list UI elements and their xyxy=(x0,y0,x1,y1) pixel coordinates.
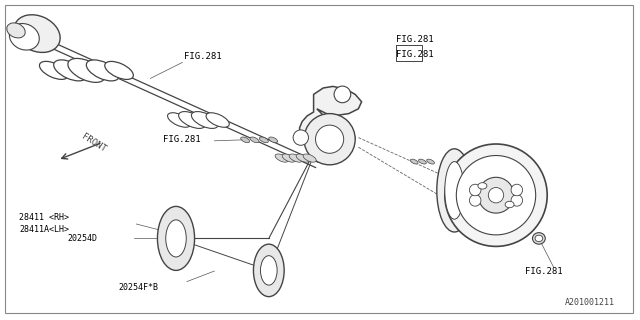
Circle shape xyxy=(469,184,481,196)
Ellipse shape xyxy=(275,154,288,162)
Text: FIG.281: FIG.281 xyxy=(525,267,563,276)
Circle shape xyxy=(469,195,481,206)
Circle shape xyxy=(456,156,536,235)
Circle shape xyxy=(511,184,523,196)
Polygon shape xyxy=(300,86,362,150)
Circle shape xyxy=(334,86,351,103)
Text: FIG.281: FIG.281 xyxy=(163,135,201,144)
Circle shape xyxy=(304,114,355,165)
Ellipse shape xyxy=(532,233,545,244)
Ellipse shape xyxy=(260,256,277,285)
Circle shape xyxy=(445,144,547,246)
Ellipse shape xyxy=(478,183,487,189)
Text: FIG.281: FIG.281 xyxy=(184,52,221,61)
Ellipse shape xyxy=(289,154,302,162)
Circle shape xyxy=(316,125,344,153)
Ellipse shape xyxy=(68,59,105,82)
Ellipse shape xyxy=(259,137,268,143)
Ellipse shape xyxy=(505,201,514,208)
Ellipse shape xyxy=(157,206,195,270)
Ellipse shape xyxy=(86,60,119,81)
Ellipse shape xyxy=(296,154,309,162)
Circle shape xyxy=(511,195,523,206)
Text: 20254F*B: 20254F*B xyxy=(118,283,159,292)
Ellipse shape xyxy=(282,154,295,162)
Ellipse shape xyxy=(168,113,191,127)
Text: A201001211: A201001211 xyxy=(564,298,614,307)
Ellipse shape xyxy=(253,244,284,297)
Text: FRONT: FRONT xyxy=(80,132,108,154)
Ellipse shape xyxy=(14,15,60,52)
Circle shape xyxy=(293,130,308,145)
Ellipse shape xyxy=(40,61,68,79)
Ellipse shape xyxy=(410,159,418,164)
Ellipse shape xyxy=(241,137,250,143)
Text: 28411 <RH>: 28411 <RH> xyxy=(19,213,69,222)
Ellipse shape xyxy=(437,149,472,232)
Ellipse shape xyxy=(269,137,278,143)
Ellipse shape xyxy=(427,159,435,164)
Ellipse shape xyxy=(191,112,218,128)
Ellipse shape xyxy=(303,154,316,162)
Ellipse shape xyxy=(166,220,186,257)
Circle shape xyxy=(478,177,514,213)
Ellipse shape xyxy=(206,113,229,127)
Ellipse shape xyxy=(179,112,205,128)
Circle shape xyxy=(488,188,504,203)
Text: FIG.281: FIG.281 xyxy=(396,35,433,44)
Ellipse shape xyxy=(535,235,543,242)
Text: 28411A<LH>: 28411A<LH> xyxy=(19,225,69,234)
Ellipse shape xyxy=(54,60,86,81)
Text: FIG.281: FIG.281 xyxy=(396,50,433,59)
Ellipse shape xyxy=(7,23,25,38)
Ellipse shape xyxy=(419,159,426,164)
Ellipse shape xyxy=(445,162,464,219)
Ellipse shape xyxy=(250,137,259,143)
Ellipse shape xyxy=(105,61,133,79)
Text: 20254D: 20254D xyxy=(67,234,97,243)
Ellipse shape xyxy=(10,24,39,50)
